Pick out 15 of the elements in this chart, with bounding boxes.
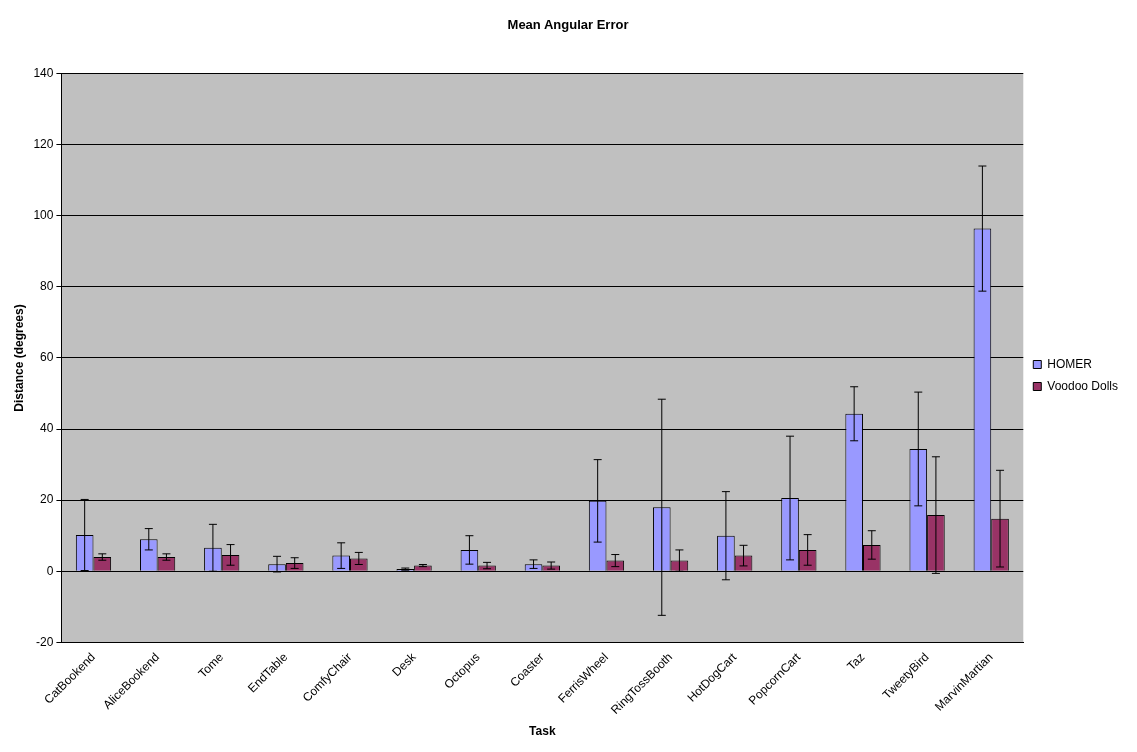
y-tick-label: 80 (40, 279, 54, 294)
x-axis-title: Task (529, 724, 556, 739)
legend-label: HOMER (1047, 356, 1093, 371)
y-tick-label: 100 (33, 208, 54, 223)
legend-label: Voodoo Dolls (1047, 378, 1118, 393)
y-tick-label: 140 (33, 65, 54, 80)
x-tick-label: Taz (844, 650, 868, 674)
y-tick-label: 120 (33, 137, 54, 152)
y-tick-label: 0 (46, 563, 54, 578)
y-tick-label: 40 (40, 421, 54, 436)
y-tick-label: 60 (40, 350, 54, 365)
y-axis-title: Distance (degrees) (11, 304, 26, 412)
chart-title: Mean Angular Error (507, 17, 629, 33)
y-tick-label: -20 (36, 634, 54, 649)
y-tick-label: 20 (40, 492, 54, 507)
